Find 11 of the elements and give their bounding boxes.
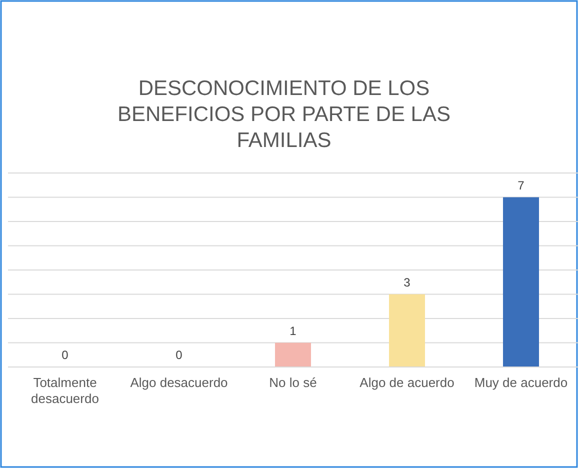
- data-label: 7: [518, 178, 525, 192]
- data-label: 3: [404, 275, 411, 290]
- data-label: 1: [290, 324, 297, 338]
- x-tick-label: Algo de acuerdo: [360, 375, 454, 390]
- chart-title: DESCONOCIMIENTO DE LOS BENEFICIOS POR PARTE DE LAS FAMILIAS: [118, 77, 450, 152]
- x-tick-label: No lo sé: [269, 375, 317, 390]
- data-label: 0: [176, 348, 183, 362]
- x-tick-label: Totalmente desacuerdo: [31, 375, 99, 406]
- data-label: 0: [62, 348, 69, 362]
- x-tick-label: Muy de acuerdo: [474, 375, 568, 390]
- x-tick-label: Algo desacuerdo: [130, 375, 228, 390]
